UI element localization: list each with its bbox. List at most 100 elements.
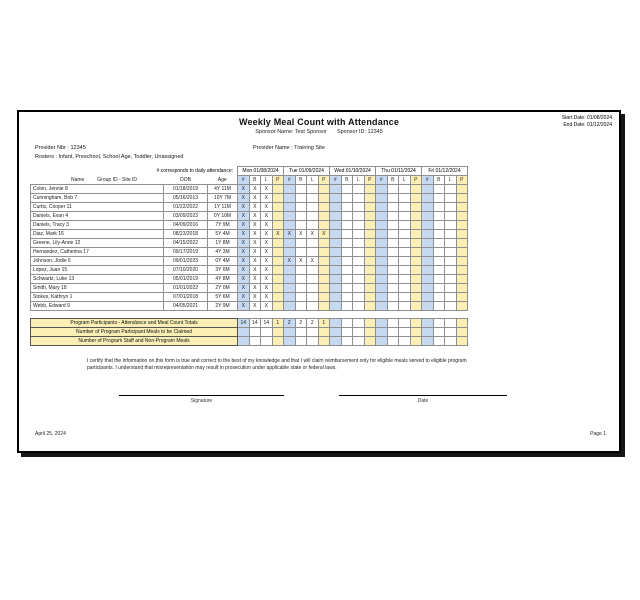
totals-value-cell <box>432 327 445 337</box>
meal-mark-cell <box>409 220 422 230</box>
meal-mark-cell <box>375 274 388 284</box>
meal-mark-cell <box>432 202 445 212</box>
participant-row: Greene, Lily-Anne 12 04/15/2022 1Y 8M X X X <box>30 238 468 248</box>
meal-mark-cell <box>432 265 445 275</box>
col-header-name: Name <box>70 176 85 183</box>
participant-row: Smith, Mary 18 01/01/2022 2Y 0M X X X <box>30 283 468 293</box>
meal-mark-cell <box>283 247 296 257</box>
meal-mark-cell <box>340 256 353 266</box>
report-title: Weekly Meal Count with Attendance <box>238 117 400 127</box>
meal-mark-cell <box>444 247 457 257</box>
meal-mark-cell <box>375 265 388 275</box>
meal-mark-cell <box>386 265 399 275</box>
meal-mark-cell: X <box>283 229 296 239</box>
meal-col-header: # <box>237 175 250 185</box>
col-header-name-group: Name Group ID - Site ID <box>31 176 164 185</box>
meal-mark-cell <box>444 265 457 275</box>
date-block: Date <box>339 395 507 404</box>
totals-value-cell <box>363 336 376 346</box>
meal-mark-cell <box>409 211 422 221</box>
totals-value-cell <box>375 336 388 346</box>
meal-mark-cell <box>386 274 399 284</box>
meal-mark-cell: X <box>260 229 273 239</box>
meal-mark-cell: X <box>237 211 250 221</box>
col-header-dob: DOB <box>180 176 191 183</box>
totals-value-cell <box>375 327 388 337</box>
sponsor-line: Sponsor Name: Test Sponsor Sponsor ID: 12… <box>19 129 619 135</box>
meal-mark-cell <box>363 193 376 203</box>
meal-mark-cell <box>398 202 411 212</box>
participant-row: Stokes, Kathryn 1 07/01/2018 5Y 6M X X X <box>30 292 468 302</box>
meal-mark-cell <box>455 202 468 212</box>
participant-name: Cunningham, Bob 7 <box>30 193 164 203</box>
date-line <box>339 395 507 396</box>
totals-row: Number of Program Staff and Non-Program … <box>30 336 468 346</box>
totals-value-cell <box>421 327 434 337</box>
totals-value-cell <box>317 327 330 337</box>
meal-col-header: L <box>260 175 273 185</box>
totals-value-cell <box>248 336 261 346</box>
meal-mark-cell <box>409 247 422 257</box>
meal-mark-cell <box>317 193 330 203</box>
totals-value-cell <box>260 327 273 337</box>
participant-dob: 09/01/2023 <box>163 256 208 266</box>
participant-age: 2Y 0M <box>207 283 238 293</box>
meal-mark-cell <box>444 184 457 194</box>
meal-mark-cell <box>340 220 353 230</box>
meal-mark-cell: X <box>248 220 261 230</box>
meal-col-header: L <box>306 175 319 185</box>
participant-name: Daniels, Evan 4 <box>30 211 164 221</box>
totals-value-cell <box>386 336 399 346</box>
meal-mark-cell <box>398 247 411 257</box>
participant-dob: 03/09/2023 <box>163 211 208 221</box>
meal-mark-cell <box>444 238 457 248</box>
meal-mark-cell <box>271 274 284 284</box>
meal-col-header: B <box>432 175 445 185</box>
totals-row: Number of Program Participant Meals to b… <box>30 327 468 337</box>
totals-value-cell <box>363 327 376 337</box>
meal-col-header: # <box>375 175 388 185</box>
totals-value-cell <box>329 327 342 337</box>
meal-mark-cell <box>283 292 296 302</box>
meal-mark-cell <box>352 256 365 266</box>
meal-mark-cell <box>271 193 284 203</box>
totals-value-cell: 1 <box>271 318 284 328</box>
meal-mark-cell <box>317 238 330 248</box>
meal-mark-cell: X <box>260 274 273 284</box>
meal-mark-cell <box>432 292 445 302</box>
totals-value-cell <box>340 327 353 337</box>
participant-name: Stokes, Kathryn 1 <box>30 292 164 302</box>
meal-mark-cell: X <box>237 265 250 275</box>
meal-mark-cell <box>375 292 388 302</box>
meal-mark-cell <box>340 274 353 284</box>
totals-value-cell <box>409 336 422 346</box>
meal-mark-cell <box>306 301 319 311</box>
meal-mark-cell: X <box>248 274 261 284</box>
meal-mark-cell <box>444 193 457 203</box>
meal-mark-cell <box>352 265 365 275</box>
meal-mark-cell <box>398 211 411 221</box>
participant-age: 4Y 8M <box>207 274 238 284</box>
meal-mark-cell: X <box>260 292 273 302</box>
meal-mark-cell <box>329 220 342 230</box>
meal-mark-cell: X <box>248 184 261 194</box>
meal-mark-cell <box>409 193 422 203</box>
meal-mark-cell <box>375 211 388 221</box>
day-header-row: # corresponds to daily attendance: Mon 0… <box>31 166 468 176</box>
meal-mark-cell <box>444 220 457 230</box>
meal-mark-cell <box>375 202 388 212</box>
meal-mark-cell: X <box>248 292 261 302</box>
meal-mark-cell <box>329 193 342 203</box>
participant-row: Hernandez, Catherina 17 09/17/2019 4Y 3M X X… <box>30 247 468 257</box>
meal-mark-cell <box>306 274 319 284</box>
meal-mark-cell <box>363 256 376 266</box>
participant-dob: 05/16/2013 <box>163 193 208 203</box>
meal-mark-cell: X <box>260 193 273 203</box>
totals-value-cell <box>260 336 273 346</box>
meal-mark-cell <box>432 247 445 257</box>
meal-mark-cell <box>294 220 307 230</box>
participant-dob: 05/01/2019 <box>163 274 208 284</box>
meal-mark-cell <box>329 184 342 194</box>
meal-mark-cell <box>421 229 434 239</box>
meal-mark-cell <box>329 283 342 293</box>
